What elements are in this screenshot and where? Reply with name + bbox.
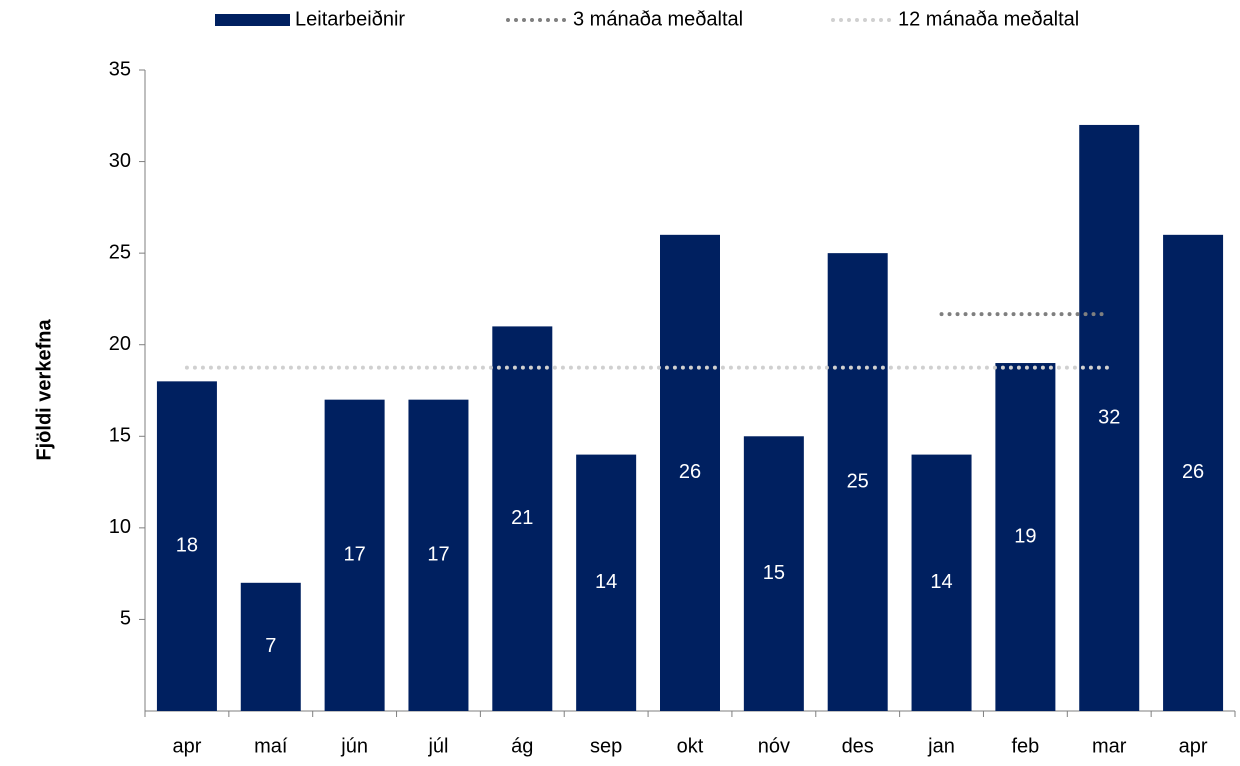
data-label: 15 xyxy=(763,562,785,584)
bar xyxy=(827,253,888,711)
data-label: 7 xyxy=(265,635,276,657)
x-tick-label: sep xyxy=(590,735,622,757)
y-tick-label: 10 xyxy=(109,516,131,538)
bar xyxy=(576,454,637,711)
data-label: 17 xyxy=(427,544,449,566)
legend-label: Leitarbeiðnir xyxy=(295,8,405,30)
data-label: 26 xyxy=(1182,461,1204,483)
x-tick-label: apr xyxy=(172,735,201,757)
bar xyxy=(660,234,720,712)
data-label: 14 xyxy=(595,571,617,593)
x-tick-label: feb xyxy=(1011,735,1039,757)
data-label: 26 xyxy=(679,461,701,483)
y-tick-label: 5 xyxy=(120,608,131,630)
x-tick-label: nóv xyxy=(758,735,790,757)
legend-label: 3 mánaða meðaltal xyxy=(573,8,743,30)
x-tick-label: okt xyxy=(677,735,704,757)
bar xyxy=(995,363,1056,711)
data-label: 25 xyxy=(847,470,869,492)
x-tick-label: des xyxy=(842,735,874,757)
data-label: 14 xyxy=(930,571,952,593)
x-tick-label: jún xyxy=(340,735,368,757)
legend-label: 12 mánaða meðaltal xyxy=(898,8,1079,30)
bar xyxy=(743,436,804,711)
bar xyxy=(1079,124,1140,711)
data-label: 17 xyxy=(343,544,365,566)
y-axis-label: Fjöldi verkefna xyxy=(33,319,55,461)
y-tick-label: 15 xyxy=(109,425,131,447)
x-tick-label: maí xyxy=(254,735,288,757)
data-label: 18 xyxy=(176,534,198,556)
x-tick-label: mar xyxy=(1092,735,1127,757)
data-label: 21 xyxy=(511,507,533,529)
x-tick-label: apr xyxy=(1179,735,1208,757)
bar xyxy=(1163,234,1224,712)
legend-swatch xyxy=(215,14,290,26)
bar xyxy=(324,399,385,711)
bar xyxy=(911,454,972,711)
bar xyxy=(408,399,469,711)
y-tick-label: 35 xyxy=(109,58,131,80)
y-tick-label: 25 xyxy=(109,241,131,263)
x-tick-label: jan xyxy=(927,735,955,757)
x-tick-label: júl xyxy=(427,735,448,757)
data-label: 32 xyxy=(1098,406,1120,428)
y-tick-label: 20 xyxy=(109,333,131,355)
y-tick-label: 30 xyxy=(109,150,131,172)
data-label: 19 xyxy=(1014,525,1036,547)
bar xyxy=(492,326,553,711)
x-tick-label: ág xyxy=(511,735,533,757)
bar xyxy=(156,381,217,711)
bar xyxy=(240,582,301,711)
